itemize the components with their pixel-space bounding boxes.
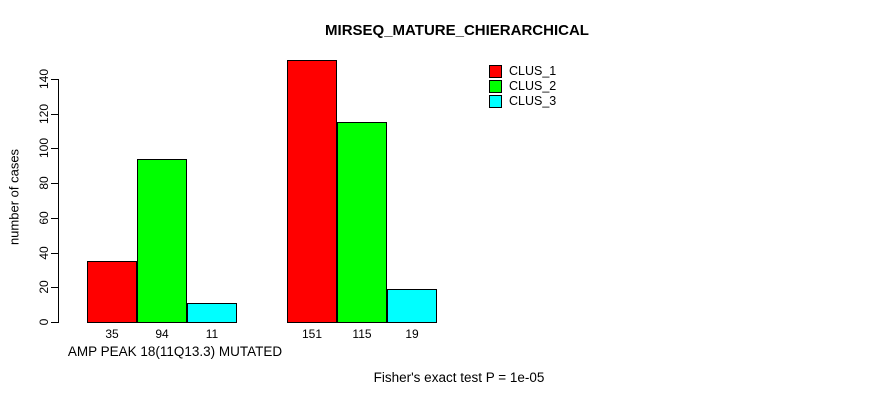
legend-item-clus_2: CLUS_2 <box>489 79 556 94</box>
bar-clus_1-group2 <box>287 59 337 323</box>
y-tick-label: 60 <box>37 211 51 225</box>
legend-label: CLUS_2 <box>509 79 557 93</box>
bar-value-label: 151 <box>301 327 323 341</box>
caption-fisher-test: Fisher's exact test P = 1e-05 <box>373 370 545 385</box>
legend-label: CLUS_1 <box>509 64 557 78</box>
bar-value-label: 94 <box>155 327 169 341</box>
bar-value-label: 115 <box>352 327 372 341</box>
legend-swatch-icon <box>489 80 502 93</box>
y-tick-label: 0 <box>37 318 51 326</box>
bar-clus_3-group2 <box>387 289 437 323</box>
chart-title: MIRSEQ_MATURE_CHIERARCHICAL <box>325 22 589 39</box>
legend-item-clus_3: CLUS_3 <box>489 94 556 109</box>
legend-swatch-icon <box>489 65 502 78</box>
y-tick-label: 100 <box>37 138 51 159</box>
bar-clus_2-group1 <box>137 158 187 323</box>
bar-clus_2-group2 <box>337 122 387 323</box>
legend-label: CLUS_3 <box>509 94 557 108</box>
y-tick-mark <box>51 252 58 254</box>
y-tick-mark <box>51 79 58 80</box>
legend-item-clus_1: CLUS_1 <box>489 64 556 79</box>
bar-value-label: 19 <box>405 327 419 341</box>
y-tick-mark <box>51 217 58 219</box>
y-tick-label: 40 <box>37 245 51 260</box>
x-axis-group-label: AMP PEAK 18(11Q13.3) MUTATED <box>67 344 283 359</box>
legend-swatch-icon <box>489 95 502 108</box>
y-axis-line <box>58 79 59 323</box>
y-tick-label: 120 <box>37 103 51 124</box>
y-tick-label: 80 <box>37 176 51 190</box>
y-tick-mark <box>51 113 58 115</box>
bar-value-label: 35 <box>105 327 119 341</box>
bar-clus_3-group1 <box>187 302 237 323</box>
y-tick-label: 140 <box>37 68 51 90</box>
y-tick-mark <box>51 183 58 185</box>
y-tick-label: 20 <box>37 280 51 294</box>
y-tick-mark <box>51 148 58 150</box>
y-tick-mark <box>51 287 58 289</box>
y-tick-mark <box>51 322 58 323</box>
legend: CLUS_1 CLUS_2 CLUS_3 <box>489 64 556 109</box>
bar-value-label: 11 <box>205 327 219 341</box>
bar-clus_1-group1 <box>87 261 137 323</box>
y-axis-title: number of cases <box>6 148 22 246</box>
